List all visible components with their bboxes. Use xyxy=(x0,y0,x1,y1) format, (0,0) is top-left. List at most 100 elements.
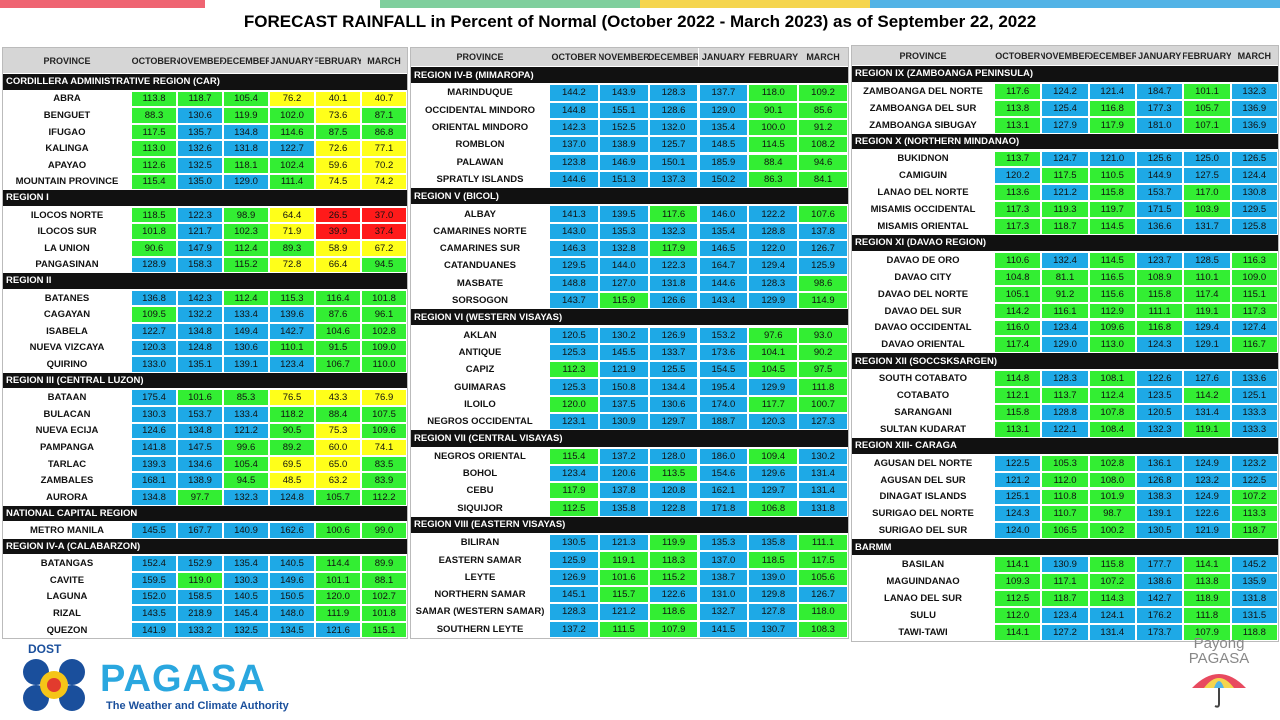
value-cell: 101.8 xyxy=(131,223,177,240)
value-cell: 123.5 xyxy=(1136,387,1184,404)
province: AKLAN xyxy=(463,329,497,341)
province: QUIRINO xyxy=(46,358,88,370)
column-header: NOVEMBER xyxy=(177,48,223,73)
value-cell: 167.7 xyxy=(177,522,223,539)
value-cell: 116.5 xyxy=(1088,268,1136,286)
value-cell: 106.5 xyxy=(1041,522,1089,540)
value-cell: 102.4 xyxy=(269,157,315,174)
region-header: REGION II xyxy=(3,273,407,289)
value-cell: 118.5 xyxy=(748,551,799,569)
value-cell: 137.0 xyxy=(698,551,749,569)
province: NEGROS OCCIDENTAL xyxy=(427,416,533,428)
value-cell: 126.9 xyxy=(549,568,599,586)
value-cell: 118.0 xyxy=(748,84,799,102)
value-cell: 143.4 xyxy=(698,291,749,310)
value-cell: 117.7 xyxy=(748,395,799,413)
value-cell: 108.2 xyxy=(798,136,848,154)
value-cell: 152.5 xyxy=(598,118,649,137)
province: PALAWAN xyxy=(456,156,504,168)
value-cell: 105.3 xyxy=(1041,454,1089,472)
value-cell: 114.5 xyxy=(748,136,799,154)
value-cell: 122.2 xyxy=(748,205,799,223)
value-cell: 43.3 xyxy=(315,389,361,406)
payong-pagasa: PAGASA xyxy=(1188,650,1250,667)
province: BOHOL xyxy=(462,468,498,480)
value-cell: 127.6 xyxy=(1183,370,1231,388)
value-cell: 76.9 xyxy=(361,389,407,406)
value-cell: 121.2 xyxy=(223,422,269,440)
value-cell: 140.9 xyxy=(223,522,269,539)
value-cell: 111.8 xyxy=(1183,606,1231,624)
value-cell: 111.1 xyxy=(798,534,848,552)
column-header: JANUARY xyxy=(698,48,749,66)
value-cell: 130.3 xyxy=(131,406,177,423)
province: TARLAC xyxy=(47,458,87,470)
value-cell: 123.2 xyxy=(1183,471,1231,489)
value-cell: 113.5 xyxy=(648,464,699,483)
value-cell: 115.8 xyxy=(994,404,1042,421)
province: DINAGAT ISLANDS xyxy=(879,491,967,503)
value-cell: 117.5 xyxy=(1041,167,1089,185)
value-cell: 125.0 xyxy=(1183,150,1231,168)
value-cell: 136.9 xyxy=(1230,99,1278,117)
value-cell: 97.7 xyxy=(177,489,223,506)
region-header: REGION XI (DAVAO REGION) xyxy=(852,235,1278,251)
value-cell: 124.9 xyxy=(1183,454,1231,472)
value-cell: 144.9 xyxy=(1136,167,1184,185)
province: SURIGAO DEL NORTE xyxy=(872,508,974,520)
value-cell: 131.0 xyxy=(698,586,749,604)
value-cell: 121.6 xyxy=(315,621,361,639)
province: BATANES xyxy=(44,292,90,304)
value-cell: 177.3 xyxy=(1136,99,1184,117)
value-cell: 120.0 xyxy=(549,395,599,413)
value-cell: 130.8 xyxy=(1230,184,1278,202)
value-cell: 70.2 xyxy=(361,157,407,174)
payong-logo: Payong PAGASA xyxy=(1160,636,1278,718)
column-header: PROVINCE xyxy=(3,48,131,73)
province: CAMARINES SUR xyxy=(439,243,521,255)
value-cell: 88.3 xyxy=(131,107,177,124)
province: DAVAO DE ORO xyxy=(886,254,960,266)
value-cell: 135.7 xyxy=(177,123,223,141)
value-cell: 126.7 xyxy=(798,240,848,258)
value-cell: 112.9 xyxy=(1088,302,1136,320)
value-cell: 117.5 xyxy=(798,551,848,569)
value-cell: 120.5 xyxy=(1136,404,1184,421)
province: SORSOGON xyxy=(452,295,508,307)
value-cell: 104.8 xyxy=(994,268,1042,286)
value-cell: 117.0 xyxy=(1183,184,1231,202)
region-header: NATIONAL CAPITAL REGION xyxy=(3,505,407,522)
value-cell: 101.6 xyxy=(177,389,223,406)
value-cell: 118.8 xyxy=(1230,623,1278,641)
value-cell: 137.5 xyxy=(598,395,649,413)
value-cell: 128.0 xyxy=(648,447,699,465)
value-cell: 139.1 xyxy=(223,356,269,373)
value-cell: 120.8 xyxy=(648,482,699,500)
province: ALBAY xyxy=(464,208,496,220)
value-cell: 111.9 xyxy=(315,605,361,622)
value-cell: 111.8 xyxy=(798,378,848,396)
column-header: JANUARY xyxy=(1136,46,1184,65)
value-cell: 89.2 xyxy=(269,439,315,456)
value-cell: 88.4 xyxy=(315,406,361,423)
value-cell: 125.4 xyxy=(1041,99,1089,117)
province: ZAMBOANGA SIBUGAY xyxy=(869,119,977,131)
region-header: REGION I xyxy=(3,190,407,206)
value-cell: 117.1 xyxy=(1041,573,1089,590)
value-cell: 148.5 xyxy=(698,136,749,154)
value-cell: 86.8 xyxy=(361,123,407,141)
value-cell: 115.3 xyxy=(269,289,315,307)
value-cell: 117.4 xyxy=(994,336,1042,354)
value-cell: 128.3 xyxy=(1041,370,1089,388)
province: ROMBLON xyxy=(455,139,505,151)
value-cell: 137.3 xyxy=(648,170,699,189)
value-cell: 174.0 xyxy=(698,395,749,413)
value-cell: 112.0 xyxy=(994,606,1042,624)
province: AGUSAN DEL SUR xyxy=(880,474,966,486)
province: NUEVA ECIJA xyxy=(35,425,99,437)
value-cell: 185.9 xyxy=(698,153,749,171)
value-cell: 121.2 xyxy=(1041,184,1089,202)
value-cell: 102.0 xyxy=(269,107,315,124)
value-cell: 139.6 xyxy=(269,306,315,323)
